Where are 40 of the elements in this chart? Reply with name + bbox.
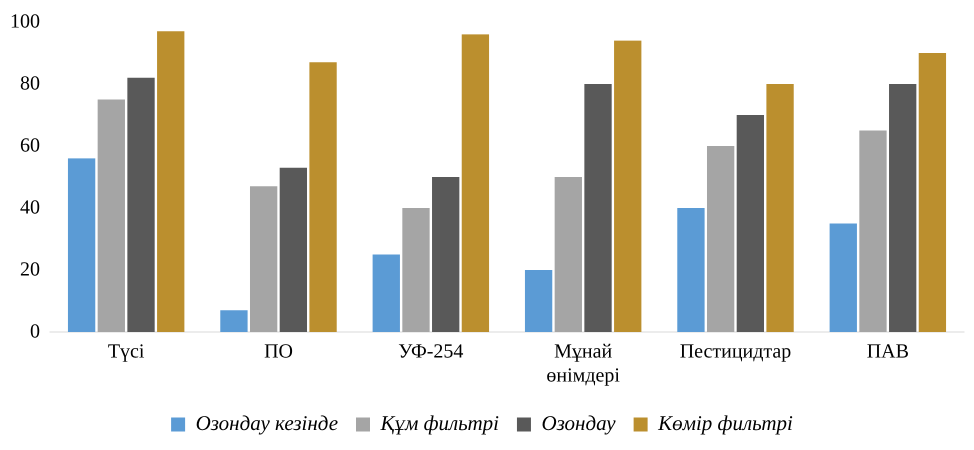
y-tick-label: 100 — [10, 10, 40, 32]
bar — [250, 186, 278, 332]
bar — [918, 53, 946, 332]
bar — [830, 224, 857, 332]
y-tick-label: 40 — [20, 196, 40, 218]
bar — [280, 168, 308, 332]
y-tick-label: 60 — [20, 134, 40, 156]
bar — [859, 130, 887, 332]
bar — [766, 84, 794, 332]
bar — [309, 62, 337, 332]
bar — [706, 146, 734, 332]
x-tick-label: Пестицидтар — [680, 340, 792, 362]
bar — [432, 177, 460, 332]
legend-label: Озондау — [541, 411, 616, 436]
bar — [220, 310, 248, 332]
y-tick-label: 0 — [30, 320, 40, 342]
bar — [402, 208, 430, 332]
bar — [98, 100, 125, 332]
bar — [554, 177, 582, 332]
legend-label: Көмір фильтрі — [657, 411, 794, 436]
bar — [614, 40, 642, 332]
x-tick-label: УФ-254 — [398, 340, 464, 362]
bar — [584, 84, 612, 332]
bar — [68, 158, 96, 332]
bar — [736, 115, 764, 332]
bar — [889, 84, 916, 332]
bar — [524, 270, 552, 332]
bar — [127, 78, 155, 332]
legend-label: Озондау кезінде — [196, 411, 338, 436]
x-tick-label: Түсі — [108, 340, 145, 362]
x-tick-label: ПО — [264, 340, 293, 362]
bar — [677, 208, 705, 332]
x-tick-label: Мұнай өнімдері — [546, 340, 620, 386]
bar — [462, 34, 490, 332]
bar — [372, 254, 400, 332]
bar — [157, 31, 184, 332]
x-tick-label: ПАВ — [866, 340, 909, 362]
legend-label: Құм фильтрі — [380, 411, 500, 436]
y-tick-label: 20 — [20, 258, 40, 280]
y-tick-label: 80 — [20, 72, 40, 94]
